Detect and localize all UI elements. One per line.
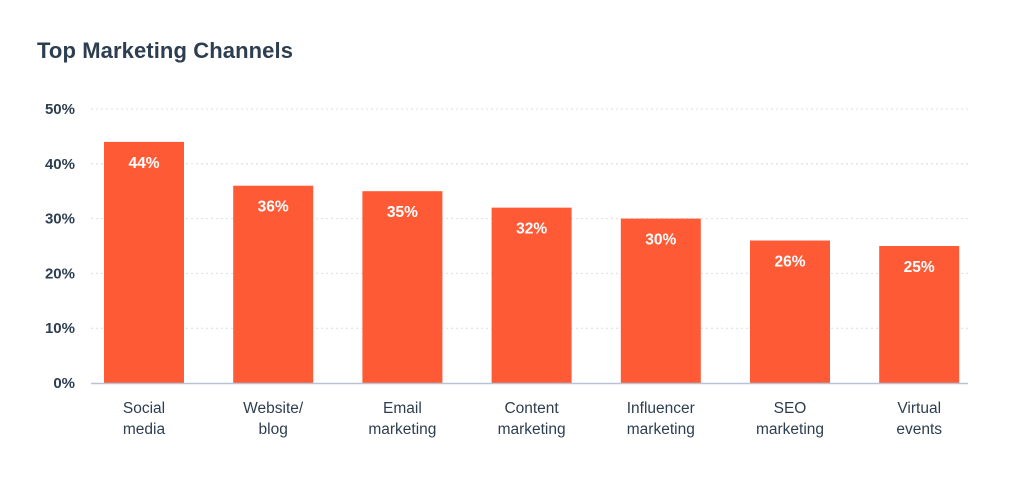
x-category-label: Social media bbox=[123, 400, 166, 438]
y-tick-label: 30% bbox=[45, 211, 75, 228]
bar bbox=[362, 191, 443, 383]
bar-value-label: 35% bbox=[387, 204, 418, 221]
x-category-label: SEO marketing bbox=[756, 400, 824, 438]
y-tick-label: 20% bbox=[45, 265, 75, 282]
bar-value-label: 26% bbox=[774, 254, 805, 271]
bar-value-label: 25% bbox=[904, 259, 935, 276]
x-category-label: Website/blog bbox=[243, 400, 304, 438]
y-tick-label: 0% bbox=[53, 375, 75, 392]
bar bbox=[879, 246, 960, 383]
x-axis-categories: Social media Website/blog Email marketing Con… bbox=[123, 400, 942, 438]
bar bbox=[233, 185, 314, 383]
bars bbox=[104, 141, 960, 383]
bar bbox=[104, 141, 184, 383]
x-category-label: Virtual events bbox=[896, 400, 942, 438]
bar-value-label: 36% bbox=[258, 199, 289, 216]
x-category-label: Email marketing bbox=[368, 400, 436, 438]
bar bbox=[620, 218, 701, 383]
y-tick-label: 50% bbox=[45, 101, 75, 118]
x-category-label: Influencer marketing bbox=[627, 400, 695, 438]
y-axis-ticks: 0% 10% 20% 30% 40% 50% bbox=[45, 101, 75, 392]
bar-value-labels: 44% 36% 35% 32% 30% 26% 25% bbox=[128, 155, 934, 276]
x-category-label: Content marketing bbox=[498, 400, 566, 438]
bar bbox=[750, 240, 830, 383]
bar-value-label: 44% bbox=[128, 155, 159, 172]
y-tick-label: 10% bbox=[45, 320, 75, 337]
bar bbox=[491, 207, 572, 383]
bar-value-label: 32% bbox=[516, 221, 547, 238]
bar-value-label: 30% bbox=[645, 232, 676, 249]
y-tick-label: 40% bbox=[45, 156, 75, 173]
chart-title: Top Marketing Channels bbox=[37, 38, 294, 63]
